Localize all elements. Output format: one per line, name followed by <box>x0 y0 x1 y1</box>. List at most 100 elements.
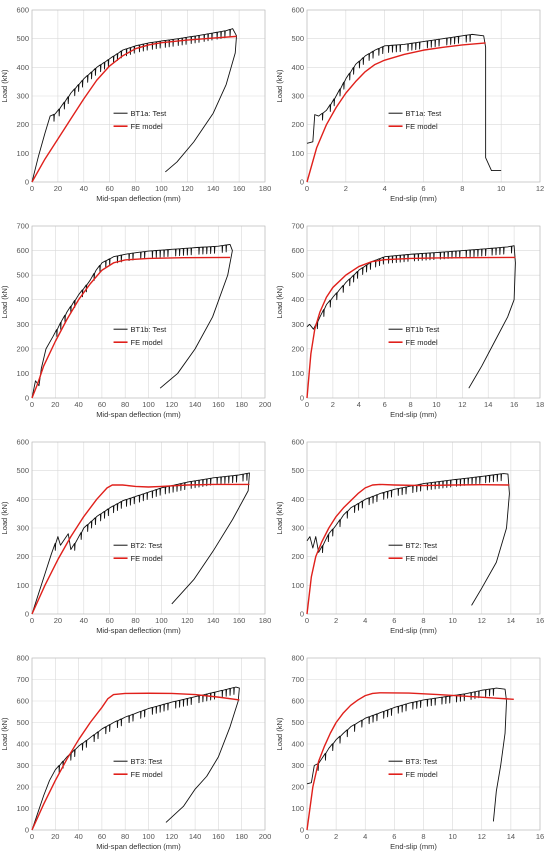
y-tick-label: 700 <box>291 222 304 231</box>
y-tick-label: 600 <box>291 6 304 15</box>
x-tick-label: 6 <box>383 400 387 409</box>
y-tick-label: 100 <box>16 581 29 590</box>
chart-svg: 0 20 40 60 80 100 120 140 160 180 0 100 200 300 400 500… <box>0 6 272 204</box>
x-tick-label: 4 <box>363 832 367 841</box>
x-tick-label: 180 <box>259 184 272 193</box>
x-tick-label: 160 <box>212 400 225 409</box>
x-tick-label: 80 <box>121 400 129 409</box>
y-axis-label: Load (kN) <box>275 69 284 102</box>
y-tick-label: 0 <box>25 394 29 403</box>
y-tick-label: 500 <box>16 466 29 475</box>
x-tick-label: 40 <box>74 400 82 409</box>
y-tick-label: 200 <box>16 552 29 561</box>
x-tick-label: 6 <box>392 616 396 625</box>
chart-svg: 0 2 4 6 8 10 12 0 100 200 300 400 500 600 End-slip (mm… <box>275 6 544 204</box>
x-tick-label: 140 <box>189 400 202 409</box>
series-line-test <box>31 686 240 831</box>
plot-frame <box>31 9 266 183</box>
x-tick-label: 10 <box>497 184 505 193</box>
x-tick-label: 0 <box>305 184 309 193</box>
y-axis-label: Load (kN) <box>0 717 9 750</box>
y-tick-label: 400 <box>291 740 304 749</box>
y-tick-label: 300 <box>16 320 29 329</box>
y-tick-label: 400 <box>291 63 304 72</box>
y-tick-label: 300 <box>16 761 29 770</box>
y-tick-label: 200 <box>16 783 29 792</box>
y-tick-label: 800 <box>16 654 29 663</box>
y-tick-label: 300 <box>291 524 304 533</box>
legend-label: FE model <box>406 338 438 347</box>
series-line-fe <box>306 256 516 399</box>
y-tick-label: 300 <box>16 92 29 101</box>
y-tick-label: 100 <box>291 149 304 158</box>
x-tick-label: 120 <box>166 832 179 841</box>
x-tick-label: 4 <box>357 400 361 409</box>
series-line-fe <box>306 692 514 831</box>
x-axis-label: End-slip (mm) <box>390 842 437 851</box>
y-tick-label: 300 <box>16 524 29 533</box>
plot-frame <box>306 9 541 183</box>
x-tick-label: 80 <box>131 616 139 625</box>
x-tick-label: 14 <box>507 832 515 841</box>
y-axis-label: Load (kN) <box>275 717 284 750</box>
legend-label: FE model <box>406 554 438 563</box>
y-tick-label: 200 <box>291 552 304 561</box>
chart-panel-5: 0 20 40 60 80 100 120 140 160 180 0 100 200 300 400 500… <box>0 432 275 648</box>
y-tick-label: 0 <box>25 178 29 187</box>
series-line-test <box>31 28 237 183</box>
x-tick-label: 180 <box>235 832 248 841</box>
x-axis-label: Mid-span deflection (mm) <box>96 194 181 203</box>
legend-label: BT2: Test <box>406 541 438 550</box>
x-tick-label: 20 <box>51 832 59 841</box>
legend-label: BT1b: Test <box>131 325 168 334</box>
x-tick-label: 200 <box>259 832 272 841</box>
y-tick-label: 100 <box>291 804 304 813</box>
series-line-fe <box>31 35 237 183</box>
y-tick-label: 200 <box>291 783 304 792</box>
x-tick-label: 16 <box>536 616 544 625</box>
chart-panel-6: 0 2 4 6 8 10 12 14 16 0 100 200 300 400 500 600 End-slip… <box>275 432 550 648</box>
y-tick-label: 600 <box>16 697 29 706</box>
x-tick-label: 0 <box>30 616 34 625</box>
y-tick-label: 600 <box>291 697 304 706</box>
x-tick-label: 20 <box>54 616 62 625</box>
y-axis-label: Load (kN) <box>0 69 9 102</box>
x-axis-label: Mid-span deflection (mm) <box>96 842 181 851</box>
chart-panel-8: 0 2 4 6 8 10 12 14 16 0 100 200 300 400 500 600 700 800 En… <box>275 648 550 864</box>
x-tick-label: 60 <box>105 616 113 625</box>
legend-label: BT1b Test <box>406 325 441 334</box>
y-axis-label: Load (kN) <box>0 501 9 534</box>
x-axis-label: Mid-span deflection (mm) <box>96 410 181 419</box>
x-tick-label: 160 <box>212 832 225 841</box>
x-tick-label: 40 <box>74 832 82 841</box>
plot-frame <box>31 657 266 831</box>
y-tick-label: 600 <box>291 438 304 447</box>
legend-label: BT3: Test <box>131 757 163 766</box>
x-tick-label: 0 <box>305 832 309 841</box>
y-tick-label: 100 <box>291 369 304 378</box>
y-tick-label: 200 <box>291 344 304 353</box>
series-line-fe <box>306 483 510 615</box>
x-tick-label: 140 <box>207 616 220 625</box>
y-tick-label: 0 <box>300 178 304 187</box>
y-tick-label: 600 <box>16 6 29 15</box>
x-axis-label: End-slip (mm) <box>390 410 437 419</box>
y-tick-label: 0 <box>300 394 304 403</box>
series-line-fe <box>31 256 231 399</box>
y-tick-label: 400 <box>16 295 29 304</box>
y-tick-label: 500 <box>16 271 29 280</box>
y-tick-label: 100 <box>16 804 29 813</box>
chart-svg: 0 2 4 6 8 10 12 14 16 0 100 200 300 400 500 600 700 800 En… <box>275 654 544 852</box>
series-line-test <box>306 33 502 171</box>
x-axis-label: End-slip (mm) <box>390 194 437 203</box>
y-tick-label: 400 <box>16 63 29 72</box>
x-tick-label: 120 <box>166 400 179 409</box>
x-tick-label: 12 <box>458 400 466 409</box>
x-tick-label: 120 <box>181 184 194 193</box>
y-tick-label: 0 <box>300 826 304 835</box>
chart-svg: 0 20 40 60 80 100 120 140 160 180 0 100 200 300 400 500… <box>0 438 271 636</box>
x-axis-label: Mid-span deflection (mm) <box>96 626 181 635</box>
x-tick-label: 8 <box>421 832 425 841</box>
x-tick-label: 2 <box>334 832 338 841</box>
x-tick-label: 6 <box>421 184 425 193</box>
